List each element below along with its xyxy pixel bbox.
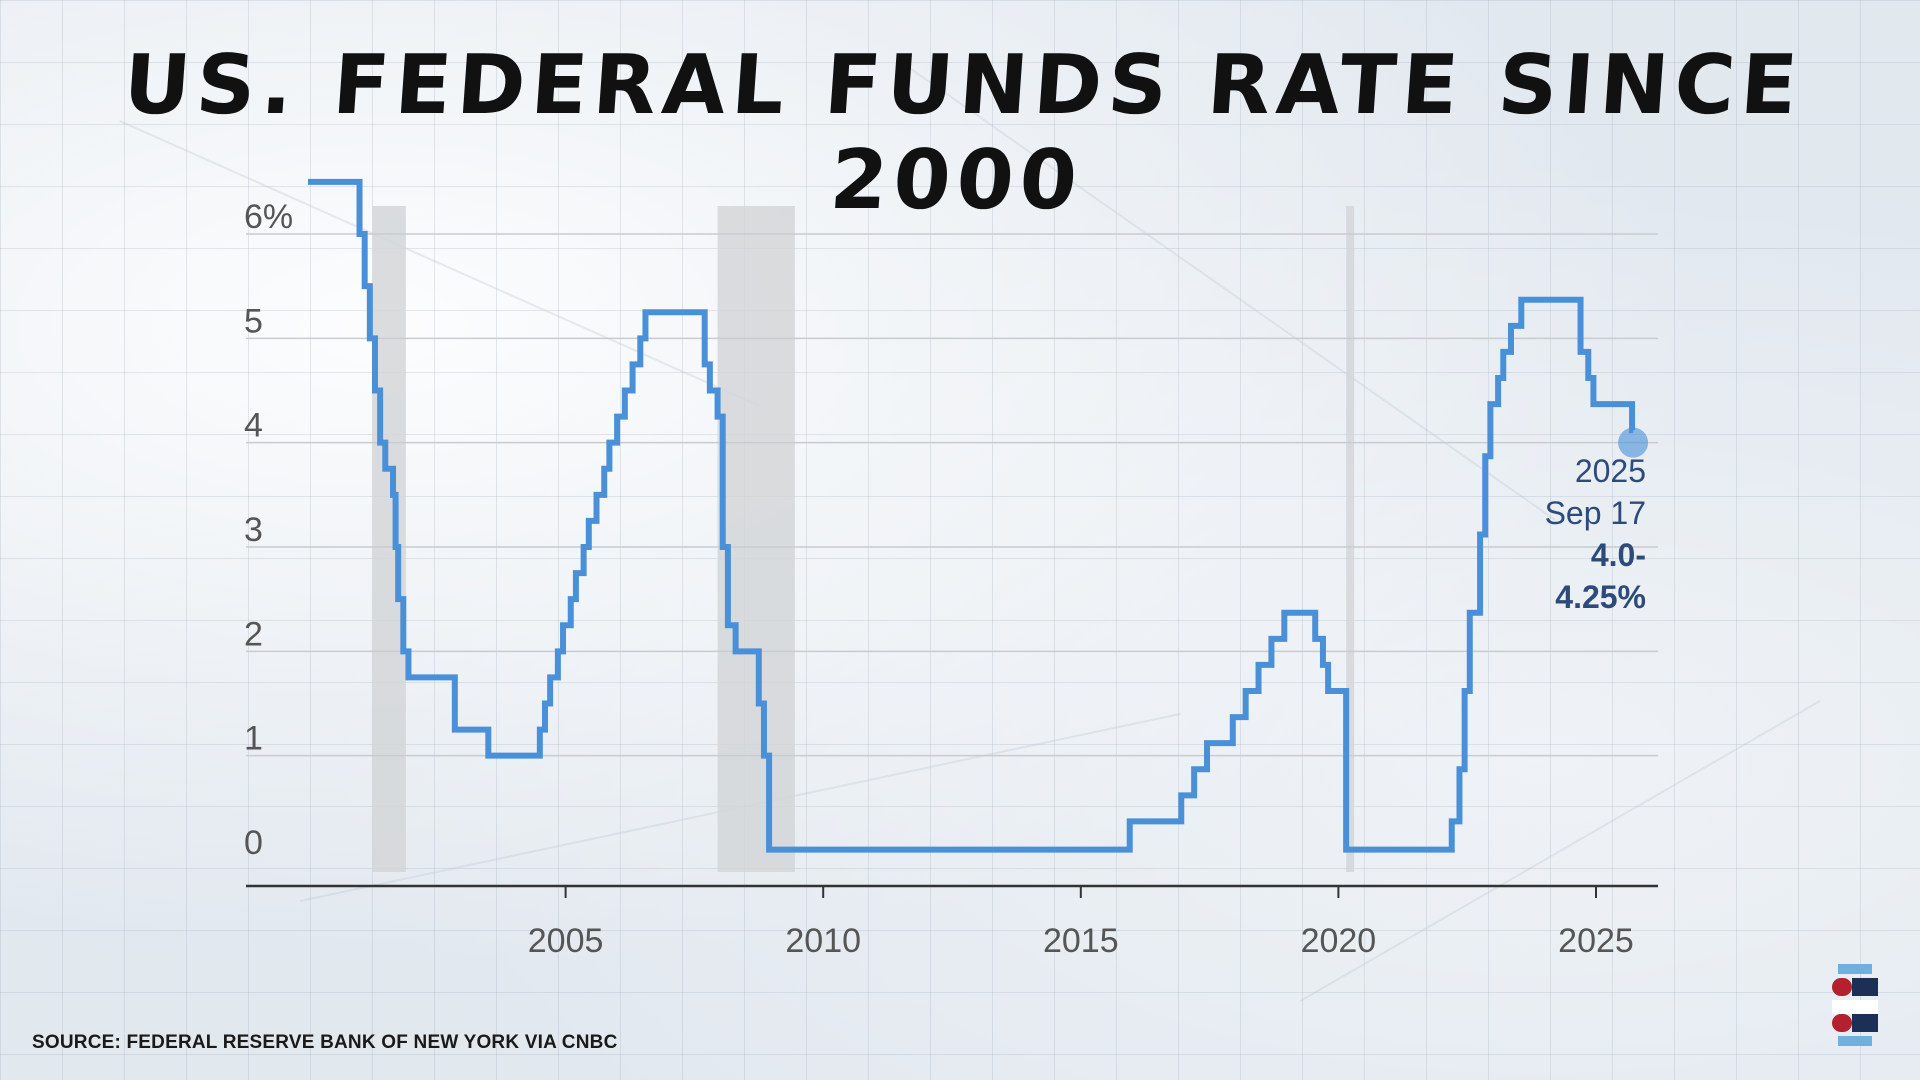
x-tick-label: 2010: [785, 922, 861, 960]
x-tick-label: 2020: [1301, 922, 1377, 960]
x-tick-label: 2015: [1043, 922, 1119, 960]
annotation-text: Sep 17: [1545, 495, 1646, 531]
brand-logo: [1832, 964, 1878, 1046]
rate-series-line: [308, 178, 1636, 853]
y-tick-label: 2: [244, 615, 263, 653]
recession-band: [372, 206, 406, 872]
source-note: SOURCE: FEDERAL RESERVE BANK OF NEW YORK…: [32, 1032, 618, 1053]
y-tick-label: 5: [244, 302, 263, 340]
x-tick-label: 2025: [1558, 922, 1634, 960]
y-tick-label: 6%: [244, 198, 293, 236]
annotation-text: 4.0-: [1591, 537, 1646, 573]
x-tick-label: 2005: [528, 922, 604, 960]
current-rate-marker: [1618, 427, 1649, 458]
annotation-text: 2025: [1575, 453, 1646, 489]
recession-band: [1346, 206, 1355, 872]
y-tick-label: 4: [244, 407, 263, 445]
annotation-text: 4.25%: [1555, 579, 1646, 615]
y-tick-label: 3: [244, 511, 263, 549]
y-tick-label: 0: [244, 824, 263, 862]
recession-band: [717, 206, 795, 872]
y-tick-label: 1: [244, 720, 263, 758]
